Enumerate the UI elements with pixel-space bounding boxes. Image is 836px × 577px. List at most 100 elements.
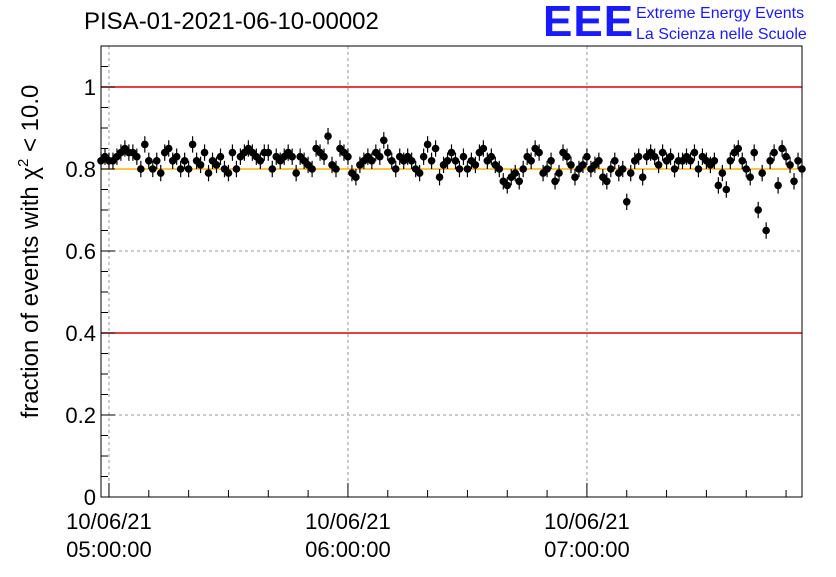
data-point bbox=[184, 165, 193, 173]
y-tick-label: 0.4 bbox=[65, 321, 96, 346]
data-point bbox=[555, 169, 563, 177]
data-point bbox=[547, 157, 555, 165]
data-point bbox=[710, 157, 719, 165]
data-point bbox=[690, 148, 699, 157]
data-point bbox=[172, 152, 181, 161]
data-point bbox=[180, 157, 189, 165]
data-point bbox=[742, 165, 751, 173]
data-point bbox=[722, 185, 731, 194]
data-point bbox=[634, 152, 643, 161]
logo-mark: EEE bbox=[543, 0, 635, 46]
data-point bbox=[786, 161, 794, 169]
data-point bbox=[511, 169, 520, 177]
data-point bbox=[571, 173, 579, 181]
data-point bbox=[391, 165, 400, 173]
logo-line-2: La Scienza nelle Scuole bbox=[636, 26, 807, 43]
data-point bbox=[726, 157, 735, 165]
data-point bbox=[503, 181, 512, 190]
data-point bbox=[256, 157, 265, 165]
data-point bbox=[320, 152, 328, 161]
data-point bbox=[658, 148, 667, 157]
data-point bbox=[686, 157, 695, 165]
plot-area bbox=[101, 46, 802, 497]
data-point bbox=[200, 148, 209, 157]
data-point bbox=[750, 148, 759, 157]
data-point bbox=[654, 161, 663, 169]
data-point bbox=[758, 169, 766, 177]
data-point bbox=[133, 152, 141, 161]
data-point bbox=[415, 169, 424, 177]
y-axis-label: fraction of events with χ2 < 10.0 bbox=[15, 85, 44, 419]
x-tick-time-label: 05:00:00 bbox=[66, 537, 152, 562]
data-point bbox=[176, 165, 185, 173]
data-point bbox=[738, 157, 747, 165]
x-tick-time-label: 07:00:00 bbox=[544, 537, 630, 562]
data-point bbox=[459, 152, 468, 161]
data-point bbox=[579, 161, 587, 169]
data-point bbox=[164, 144, 173, 153]
data-point bbox=[332, 165, 340, 173]
data-point bbox=[794, 157, 802, 165]
y-axis-label-symbol: χ bbox=[17, 167, 44, 180]
y-tick-label: 0 bbox=[84, 485, 96, 510]
data-point bbox=[778, 144, 786, 153]
data-point bbox=[188, 140, 197, 149]
data-point bbox=[638, 173, 647, 181]
data-point bbox=[463, 165, 472, 173]
logo-line-1: Extreme Energy Events bbox=[636, 5, 805, 22]
data-point bbox=[790, 177, 798, 186]
data-point bbox=[479, 144, 488, 153]
data-point bbox=[216, 152, 225, 161]
data-point bbox=[714, 181, 723, 190]
data-point bbox=[387, 157, 396, 165]
data-point bbox=[666, 152, 675, 161]
data-point bbox=[137, 165, 145, 173]
y-axis-label-text: fraction of events with bbox=[17, 180, 44, 419]
data-point bbox=[495, 165, 504, 173]
data-point bbox=[288, 152, 296, 161]
eee-logo: EEE Extreme Energy Events La Scienza nel… bbox=[543, 0, 833, 46]
y-tick-label: 0.6 bbox=[65, 239, 96, 264]
data-point bbox=[435, 173, 444, 181]
data-point bbox=[368, 157, 376, 165]
data-point bbox=[224, 169, 233, 177]
data-point bbox=[447, 148, 456, 157]
data-point bbox=[650, 152, 659, 161]
data-point bbox=[782, 152, 790, 161]
data-point bbox=[746, 173, 755, 181]
data-point bbox=[264, 148, 273, 157]
y-tick-label: 0.2 bbox=[65, 403, 96, 428]
data-point bbox=[754, 206, 762, 214]
data-point bbox=[204, 169, 213, 177]
data-point bbox=[603, 177, 611, 186]
data-point bbox=[376, 152, 384, 161]
data-point bbox=[383, 148, 392, 157]
data-point bbox=[551, 177, 559, 186]
data-point bbox=[268, 165, 277, 173]
data-point bbox=[212, 161, 221, 169]
data-point bbox=[431, 144, 440, 153]
data-point bbox=[527, 157, 535, 165]
data-point bbox=[543, 165, 551, 173]
data-point bbox=[423, 140, 432, 149]
data-point bbox=[766, 157, 774, 165]
data-point bbox=[762, 226, 770, 235]
data-point bbox=[718, 169, 727, 177]
data-point bbox=[427, 157, 436, 165]
y-tick-label: 1 bbox=[84, 75, 96, 100]
y-tick-label: 0.8 bbox=[65, 157, 96, 182]
data-point bbox=[471, 161, 480, 169]
data-point bbox=[156, 169, 165, 177]
data-point bbox=[611, 157, 619, 165]
data-point bbox=[535, 148, 543, 157]
y-axis-label-superscript: 2 bbox=[15, 159, 32, 167]
data-point bbox=[455, 165, 464, 173]
data-point bbox=[379, 136, 388, 145]
data-point bbox=[196, 161, 205, 169]
data-point bbox=[407, 157, 416, 165]
data-point bbox=[774, 181, 782, 190]
data-point bbox=[443, 157, 452, 165]
data-point bbox=[694, 165, 703, 173]
